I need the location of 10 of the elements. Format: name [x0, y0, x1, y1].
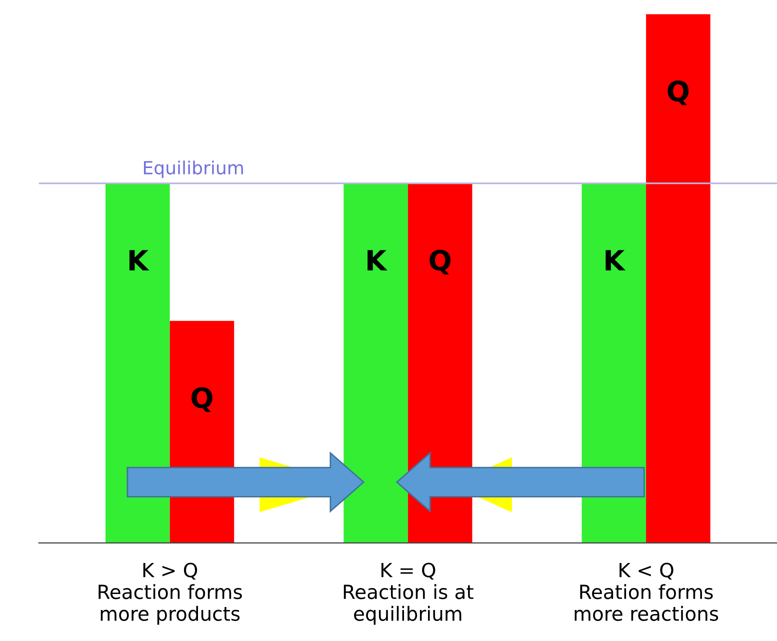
text: Q — [668, 80, 689, 106]
series-label: Q — [430, 250, 450, 274]
series-label: K — [129, 250, 150, 270]
x-tick-label: K < Q Reation forms more reactions — [574, 562, 718, 621]
ref-line-label: Equilibrium — [144, 160, 243, 178]
x-tick-label: K = Q Reaction is at equilibrium — [344, 562, 474, 625]
text: Q — [192, 387, 212, 412]
text: K — [368, 250, 388, 270]
x-tick-label: K > Q Reaction forms more products — [98, 562, 242, 625]
text: K — [606, 250, 626, 270]
